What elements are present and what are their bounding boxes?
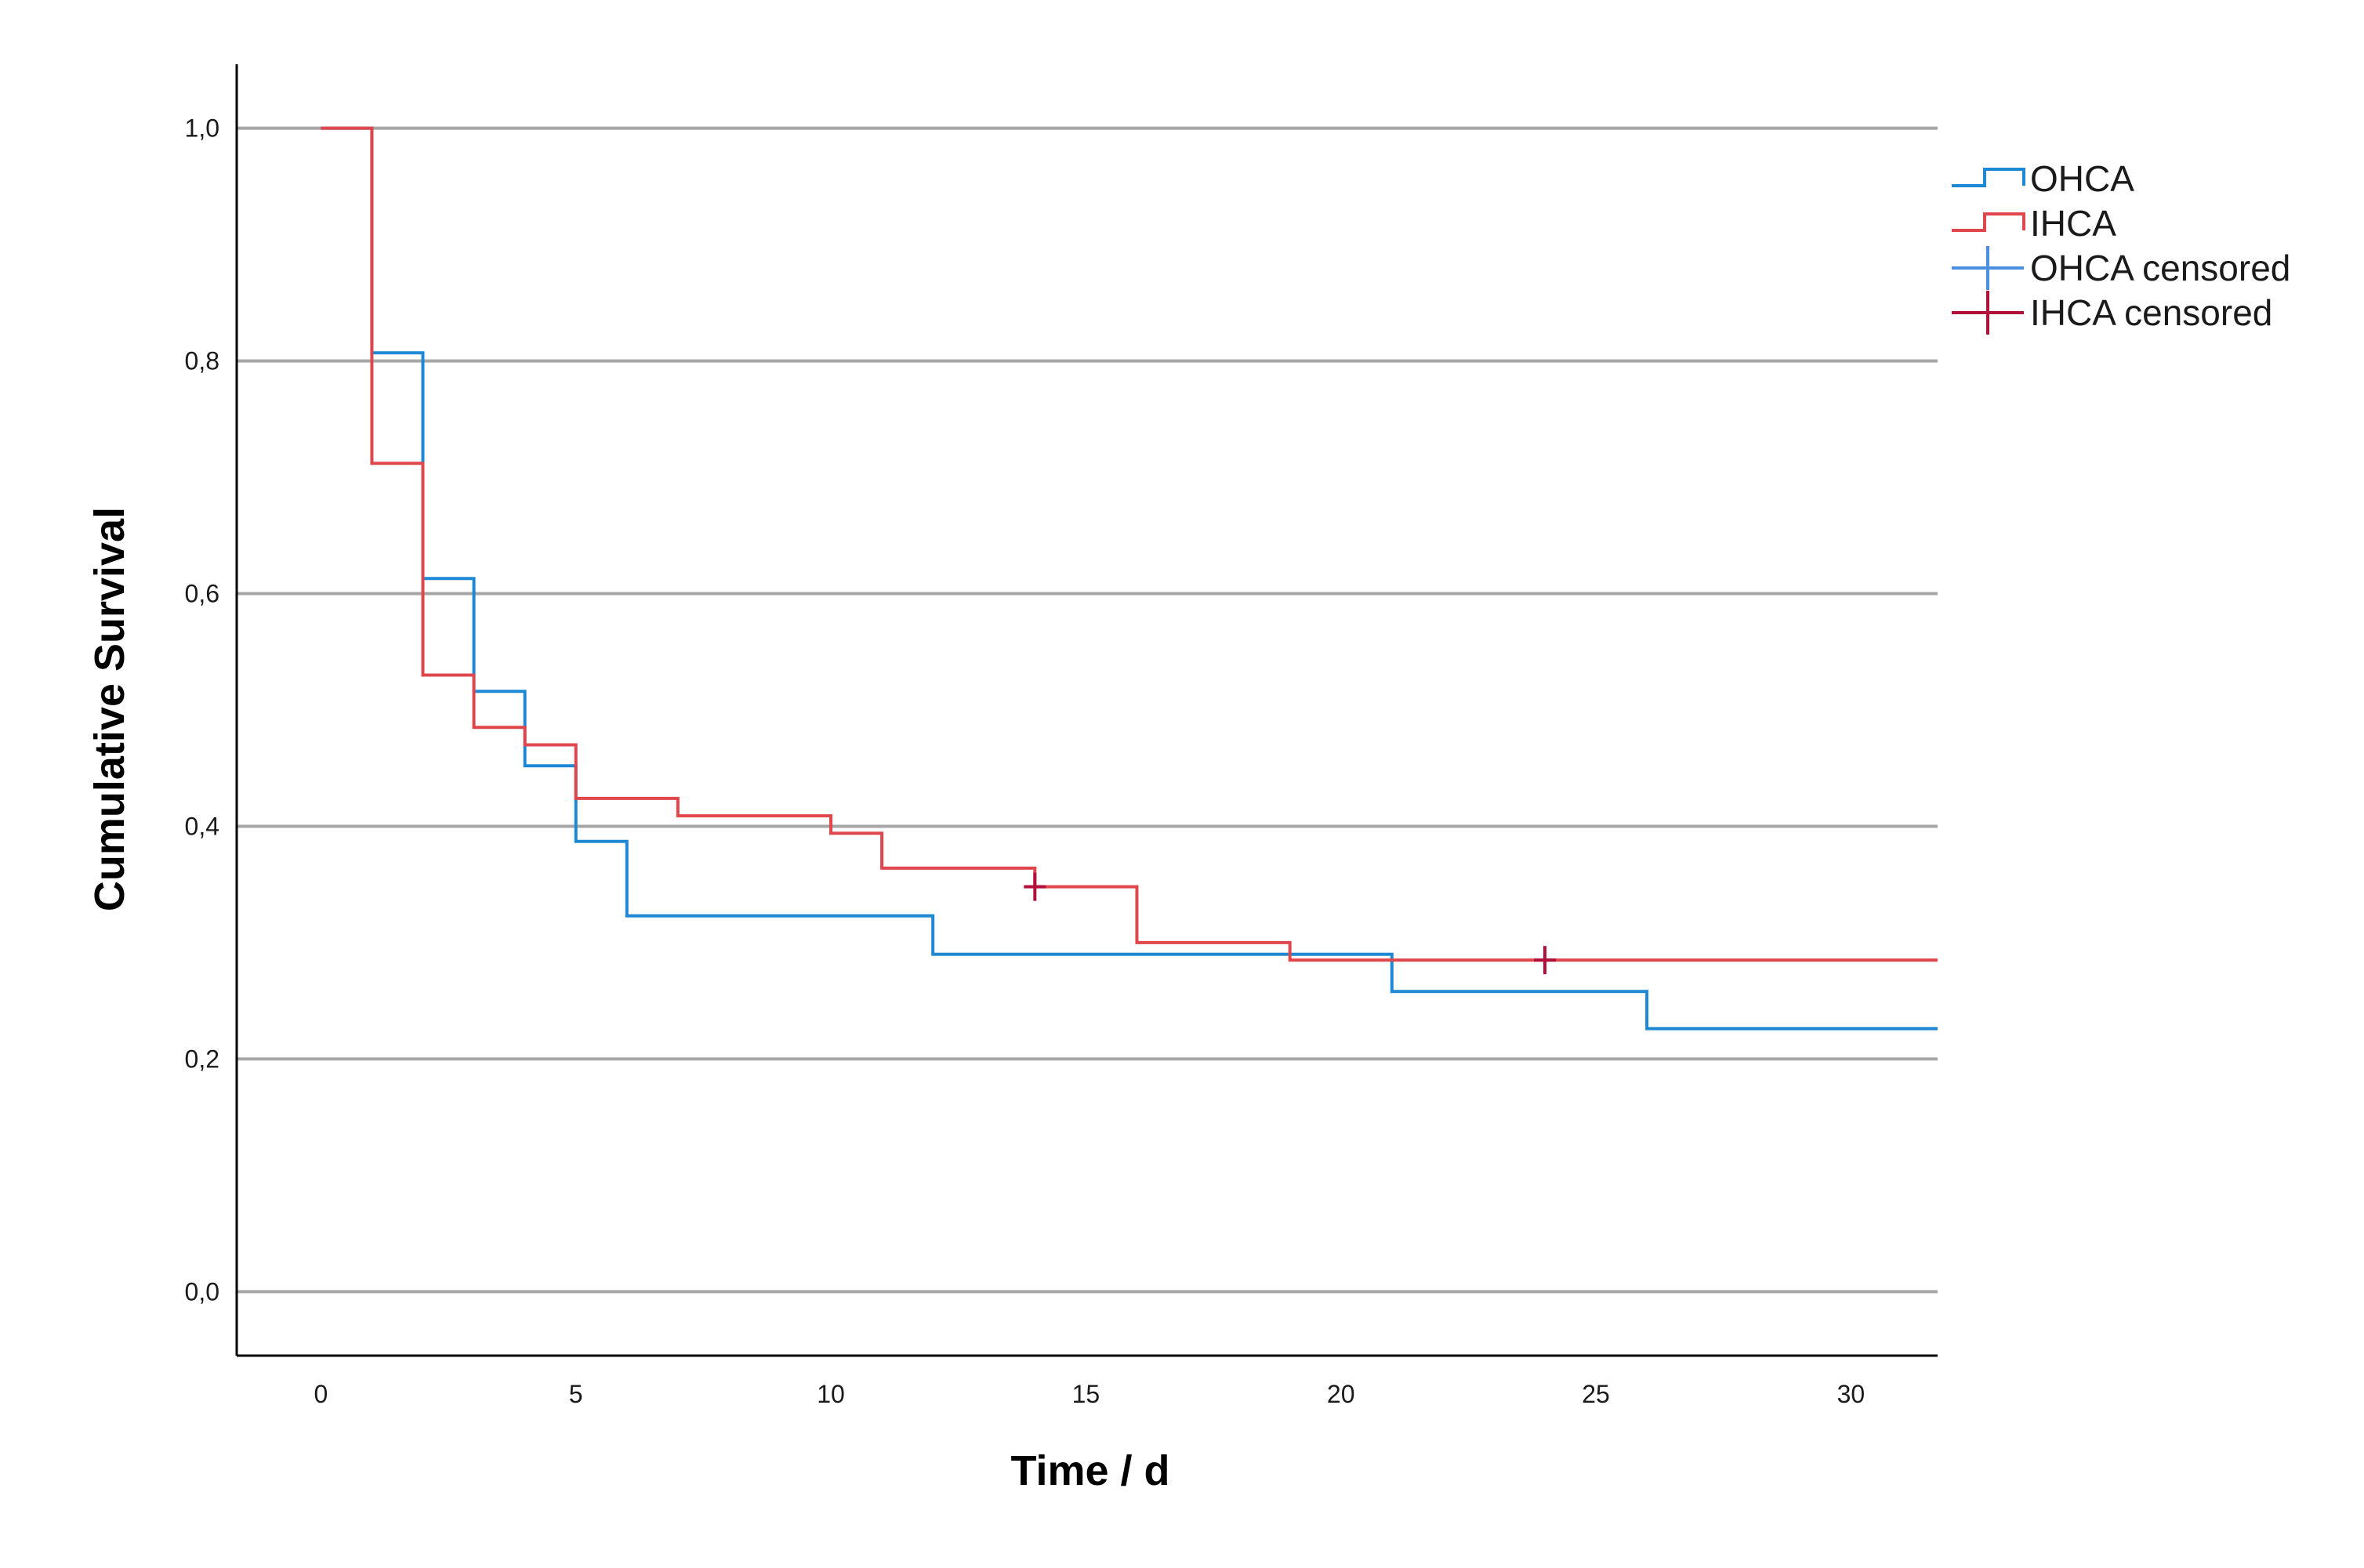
legend-swatch-step [1952,168,2025,187]
x-tick-label-3: 15 [1072,1380,1100,1408]
gridlines [237,126,1938,1294]
legend-label: IHCA censored [2030,292,2272,333]
y-tick-label-3: 0,6 [185,580,219,608]
censor-mark-ihca-0 [1024,872,1046,901]
x-tick-label-4: 20 [1327,1380,1355,1408]
x-tick-label-1: 5 [569,1380,583,1408]
x-tick-label-0: 0 [314,1380,328,1408]
y-axis-title: Cumulative Survival [86,507,133,911]
legend-item-ihca: IHCA [1952,203,2116,244]
y-tick-label-1: 0,2 [185,1045,219,1073]
censored-markers [1024,872,1556,975]
tick-labels: 0,0 0,2 0,4 0,6 0,8 1,0 0 5 10 15 20 25 30 [185,114,1865,1408]
legend-label: OHCA censored [2030,248,2290,288]
legend-item-ohca: OHCA [1952,158,2134,199]
legend-label: IHCA [2030,203,2116,244]
series-layer [321,126,1938,1030]
y-tick-label-5: 1,0 [185,114,219,143]
y-tick-label-0: 0,0 [185,1277,219,1305]
series-line-ohca [321,126,1938,1030]
series-line-ihca [321,126,1938,962]
x-tick-label-5: 25 [1582,1380,1610,1408]
legend-label: OHCA [2030,158,2134,199]
legend-item-ihca-censored: IHCA censored [1952,291,2272,335]
x-tick-label-2: 10 [817,1380,845,1408]
y-tick-label-2: 0,4 [185,812,219,840]
axes [235,64,1938,1357]
legend-item-ohca-censored: OHCA censored [1952,246,2290,290]
legend-swatch-step [1952,212,2025,232]
x-axis-title: Time / d [1010,1447,1169,1494]
x-tick-label-6: 30 [1837,1380,1865,1408]
censor-mark-ihca-1 [1533,946,1556,975]
y-tick-label-4: 0,8 [185,347,219,375]
